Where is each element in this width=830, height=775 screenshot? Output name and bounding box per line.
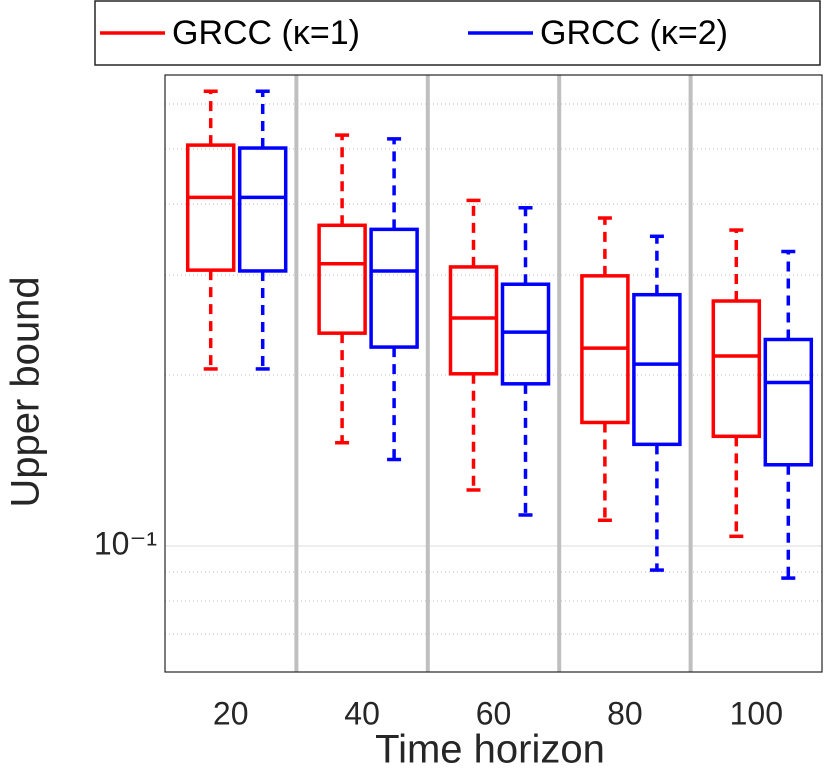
- box: [632, 292, 682, 447]
- box: [369, 227, 419, 349]
- box: [317, 223, 367, 335]
- box: [500, 282, 551, 386]
- x-tick-label: 40: [344, 695, 380, 731]
- legend-label: GRCC (κ=1): [172, 14, 360, 52]
- x-tick-label: 100: [730, 695, 783, 731]
- y-tick-label: 10⁻¹: [94, 525, 157, 561]
- x-tick-label: 20: [213, 695, 249, 731]
- plot-frame: [164, 74, 823, 673]
- x-tick-label: 60: [476, 695, 512, 731]
- x-tick-label: 80: [607, 695, 643, 731]
- box: [185, 143, 236, 272]
- box: [763, 337, 814, 467]
- x-axis-label: Time horizon: [375, 728, 605, 772]
- legend-box: [94, 0, 821, 66]
- y-axis-label: Upper bound: [4, 276, 48, 507]
- box: [711, 299, 762, 439]
- legend-label: GRCC (κ=2): [540, 14, 728, 52]
- box: [448, 265, 499, 376]
- box: [237, 146, 288, 273]
